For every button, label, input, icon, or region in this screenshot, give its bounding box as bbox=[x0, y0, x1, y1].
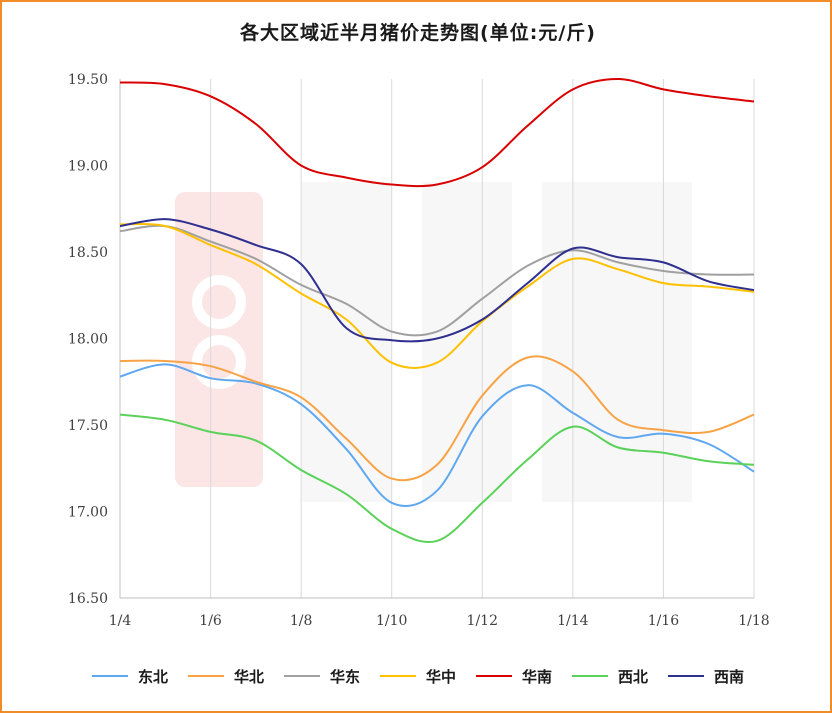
legend-swatch bbox=[572, 675, 609, 677]
watermark bbox=[175, 182, 692, 502]
y-tick-label: 16.50 bbox=[68, 591, 108, 607]
legend-item: 东北 bbox=[91, 666, 168, 687]
y-tick-label: 17.00 bbox=[68, 505, 108, 521]
x-tick-label: 1/16 bbox=[648, 613, 680, 629]
series-line-0 bbox=[119, 363, 755, 507]
y-tick-label: 17.50 bbox=[68, 418, 108, 434]
legend: 东北 华北 华东 华中 华南 西北 西南 bbox=[2, 664, 830, 688]
legend-label: 西南 bbox=[714, 667, 745, 686]
x-tick-label: 1/8 bbox=[290, 613, 313, 629]
series-line-4 bbox=[119, 78, 755, 188]
x-tick-label: 1/18 bbox=[738, 613, 769, 629]
series-line-5 bbox=[119, 413, 755, 543]
legend-item: 华中 bbox=[379, 666, 456, 687]
series-layer bbox=[119, 78, 755, 543]
legend-item: 华北 bbox=[187, 666, 264, 687]
watermark-block-4 bbox=[632, 182, 692, 502]
series-line-2 bbox=[119, 224, 755, 337]
legend-label: 华南 bbox=[522, 667, 553, 686]
series-line-3 bbox=[119, 223, 755, 369]
x-tick-label: 1/12 bbox=[467, 613, 498, 629]
x-tick-label: 1/6 bbox=[199, 613, 222, 629]
watermark-block-3 bbox=[542, 182, 632, 502]
legend-label: 东北 bbox=[137, 667, 168, 686]
watermark-logo-ring-2 bbox=[192, 335, 246, 389]
legend-label: 华北 bbox=[233, 667, 264, 686]
legend-swatch bbox=[283, 675, 320, 677]
series-line-6 bbox=[119, 218, 755, 343]
chart-title: 各大区域近半月猪价走势图(单位:元/斤) bbox=[240, 22, 596, 44]
x-tick-label: 1/14 bbox=[557, 613, 589, 629]
series-line-1 bbox=[119, 355, 755, 482]
legend-swatch bbox=[187, 675, 224, 677]
legend-swatch bbox=[668, 675, 705, 677]
legend-item: 西北 bbox=[572, 666, 648, 687]
legend-label: 华中 bbox=[425, 667, 456, 686]
legend-item: 华南 bbox=[476, 666, 552, 687]
legend-swatch bbox=[379, 675, 416, 677]
legend-swatch bbox=[476, 675, 512, 677]
tick-labels: 1/4 1/6 1/8 1/10 1/12 1/14 1/16 1/18 16.50 17.00 1… bbox=[68, 72, 770, 629]
watermark-logo-block bbox=[175, 192, 263, 487]
legend-label: 华东 bbox=[329, 667, 360, 686]
y-tick-label: 18.50 bbox=[68, 245, 108, 261]
x-tick-label: 1/4 bbox=[109, 613, 132, 629]
y-tick-label: 18.00 bbox=[68, 332, 108, 348]
x-tick-label: 1/10 bbox=[376, 613, 407, 629]
legend-item: 华东 bbox=[283, 666, 360, 687]
y-tick-label: 19.50 bbox=[68, 72, 108, 88]
gridlines bbox=[210, 79, 755, 598]
legend-swatch bbox=[91, 675, 128, 677]
watermark-block-2 bbox=[422, 182, 512, 502]
watermark-logo-ring bbox=[192, 275, 246, 329]
watermark-block-1 bbox=[302, 182, 392, 502]
legend-label: 西北 bbox=[618, 667, 649, 686]
y-tick-label: 19.00 bbox=[68, 159, 108, 175]
axes bbox=[119, 79, 754, 599]
legend-item: 西南 bbox=[668, 666, 744, 687]
